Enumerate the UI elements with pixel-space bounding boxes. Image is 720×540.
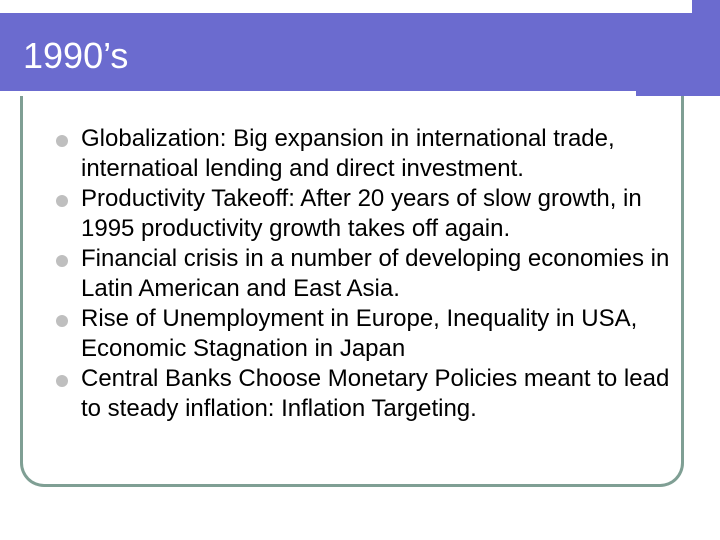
content-frame [20, 96, 684, 487]
bullet-text: Financial crisis in a number of developi… [81, 245, 670, 302]
bullet-item: Rise of Unemployment in Europe, Inequali… [56, 304, 686, 364]
title-underline [0, 91, 636, 96]
slide-title: 1990’s [23, 35, 129, 76]
bullet-text: Productivity Takeoff: After 20 years of … [81, 185, 642, 242]
bullet-item: Financial crisis in a number of developi… [56, 244, 686, 304]
bullet-dot-icon [56, 195, 68, 207]
bullet-dot-icon [56, 375, 68, 387]
bullet-item: Productivity Takeoff: After 20 years of … [56, 184, 686, 244]
bullet-item: Central Banks Choose Monetary Policies m… [56, 364, 686, 424]
bullet-dot-icon [56, 135, 68, 147]
bullet-text: Central Banks Choose Monetary Policies m… [81, 365, 670, 422]
bullet-text: Globalization: Big expansion in internat… [81, 125, 615, 182]
bullet-list: Globalization: Big expansion in internat… [56, 124, 686, 424]
bullet-dot-icon [56, 315, 68, 327]
title-bar [0, 13, 720, 96]
bullet-item: Globalization: Big expansion in internat… [56, 124, 686, 184]
title-bar-corner [692, 0, 720, 13]
bullet-text: Rise of Unemployment in Europe, Inequali… [81, 305, 638, 362]
bullet-dot-icon [56, 255, 68, 267]
